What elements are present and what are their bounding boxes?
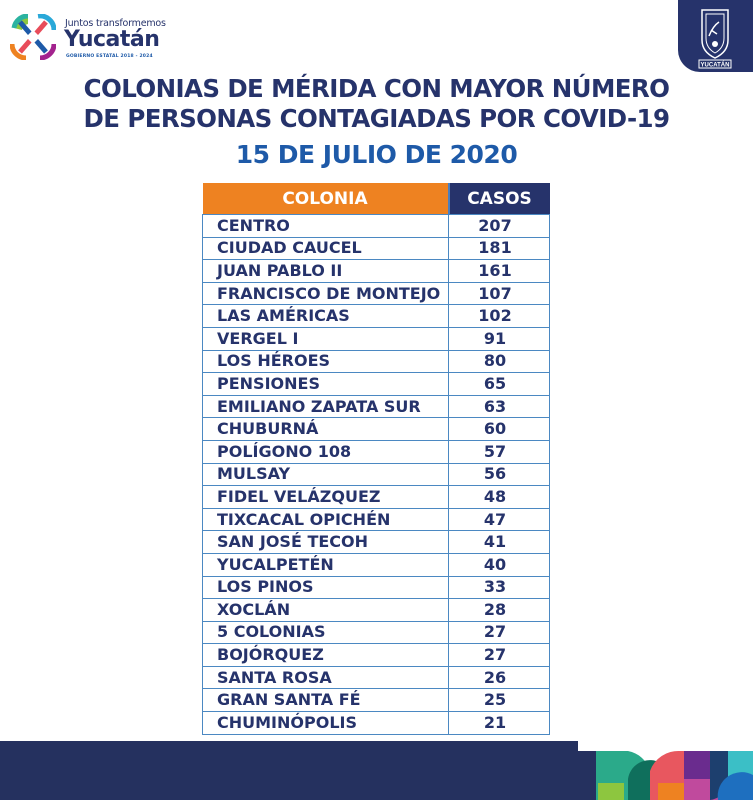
table-row: CIUDAD CAUCEL 181 [202,236,550,261]
colonia-cell: LOS PINOS [202,575,449,600]
table-row: VERGEL I 91 [202,326,550,351]
colonia-cell: CHUBURNÁ [202,417,449,441]
colonia-cell: CIUDAD CAUCEL [202,236,449,261]
colonia-cell: SANTA ROSA [202,665,449,690]
table-row: YUCALPETÉN 40 [202,552,550,577]
casos-cell: 80 [448,349,550,374]
casos-cell: 181 [448,236,550,261]
colonia-cell: EMILIANO ZAPATA SUR [202,394,449,419]
report-date: 15 DE JULIO DE 2020 [235,140,518,169]
colonia-cell: MULSAY [202,462,449,487]
crest-badge: YUCATÁN [678,0,753,72]
table-row: POLÍGONO 108 57 [202,439,550,464]
coat-of-arms-icon: YUCATÁN [698,9,732,69]
table-row: CHUBURNÁ 60 [202,417,550,441]
colonia-cell: POLÍGONO 108 [202,439,449,464]
colorful-arch-pattern-icon [578,741,753,800]
table-row: LOS HÉROES 80 [202,349,550,374]
casos-cell: 27 [448,643,550,667]
colonia-cell: PENSIONES [202,372,449,396]
colonia-cell: FIDEL VELÁZQUEZ [202,485,449,509]
colonia-cell: XOCLÁN [202,598,449,622]
casos-cell: 60 [448,417,550,441]
colonia-cell: 5 COLONIAS [202,620,449,645]
title-line-1: COLONIAS DE MÉRIDA CON MAYOR NÚMERO [83,74,670,103]
casos-cell: 102 [448,304,550,328]
colonia-cell: YUCALPETÉN [202,552,449,577]
casos-cell: 21 [448,711,550,735]
casos-cell: 25 [448,688,550,713]
table-row: SANTA ROSA 26 [202,665,550,690]
table-header-row: COLONIA CASOS [202,183,550,215]
title-line-2: DE PERSONAS CONTAGIADAS POR COVID-19 [83,104,670,133]
table-row: CENTRO 207 [202,214,550,238]
table-row: FIDEL VELÁZQUEZ 48 [202,485,550,509]
colonia-cell: VERGEL I [202,326,449,351]
logo-subtitle: GOBIERNO ESTATAL 2018 - 2024 [66,54,153,59]
table-row: BOJÓRQUEZ 27 [202,643,550,667]
casos-cell: 91 [448,326,550,351]
table-row: JUAN PABLO II 161 [202,259,550,283]
logo-name: Yucatán [64,27,160,52]
colonia-cell: BOJÓRQUEZ [202,643,449,667]
casos-cell: 107 [448,281,550,306]
colonia-cell: LAS AMÉRICAS [202,304,449,328]
crest-label: YUCATÁN [701,62,730,69]
table-row: 5 COLONIAS 27 [202,620,550,645]
table-row: XOCLÁN 28 [202,598,550,622]
colorful-knot-logo-icon [10,14,56,60]
casos-cell: 57 [448,439,550,464]
table-row: LAS AMÉRICAS 102 [202,304,550,328]
casos-cell: 48 [448,485,550,509]
casos-cell: 56 [448,462,550,487]
cases-table: COLONIA CASOS CENTRO 207 CIUDAD CAUCEL 181… [202,183,550,735]
table-row: TIXCACAL OPICHÉN 47 [202,507,550,532]
casos-cell: 63 [448,394,550,419]
casos-cell: 207 [448,214,550,238]
casos-cell: 33 [448,575,550,600]
casos-cell: 40 [448,552,550,577]
column-header-colonia: COLONIA [202,183,449,215]
casos-cell: 161 [448,259,550,283]
colonia-cell: JUAN PABLO II [202,259,449,283]
column-header-casos: CASOS [447,183,550,215]
casos-cell: 65 [448,372,550,396]
casos-cell: 26 [448,665,550,690]
table-row: PENSIONES 65 [202,372,550,396]
yucatan-logo: Juntos transformemos Yucatán GOBIERNO ES… [10,14,170,64]
casos-cell: 27 [448,620,550,645]
table-row: FRANCISCO DE MONTEJO 107 [202,281,550,306]
casos-cell: 28 [448,598,550,622]
casos-cell: 47 [448,507,550,532]
colonia-cell: FRANCISCO DE MONTEJO [202,281,449,306]
table-row: LOS PINOS 33 [202,575,550,600]
colonia-cell: CHUMINÓPOLIS [202,711,449,735]
table-row: EMILIANO ZAPATA SUR 63 [202,394,550,419]
colonia-cell: SAN JOSÉ TECOH [202,530,449,554]
table-row: GRAN SANTA FÉ 25 [202,688,550,713]
colonia-cell: TIXCACAL OPICHÉN [202,507,449,532]
table-row: MULSAY 56 [202,462,550,487]
logo-tagline: Juntos transformemos [65,18,166,29]
colonia-cell: GRAN SANTA FÉ [202,688,449,713]
table-row: CHUMINÓPOLIS 21 [202,711,550,735]
casos-cell: 41 [448,530,550,554]
colonia-cell: CENTRO [202,214,449,238]
colonia-cell: LOS HÉROES [202,349,449,374]
table-row: SAN JOSÉ TECOH 41 [202,530,550,554]
